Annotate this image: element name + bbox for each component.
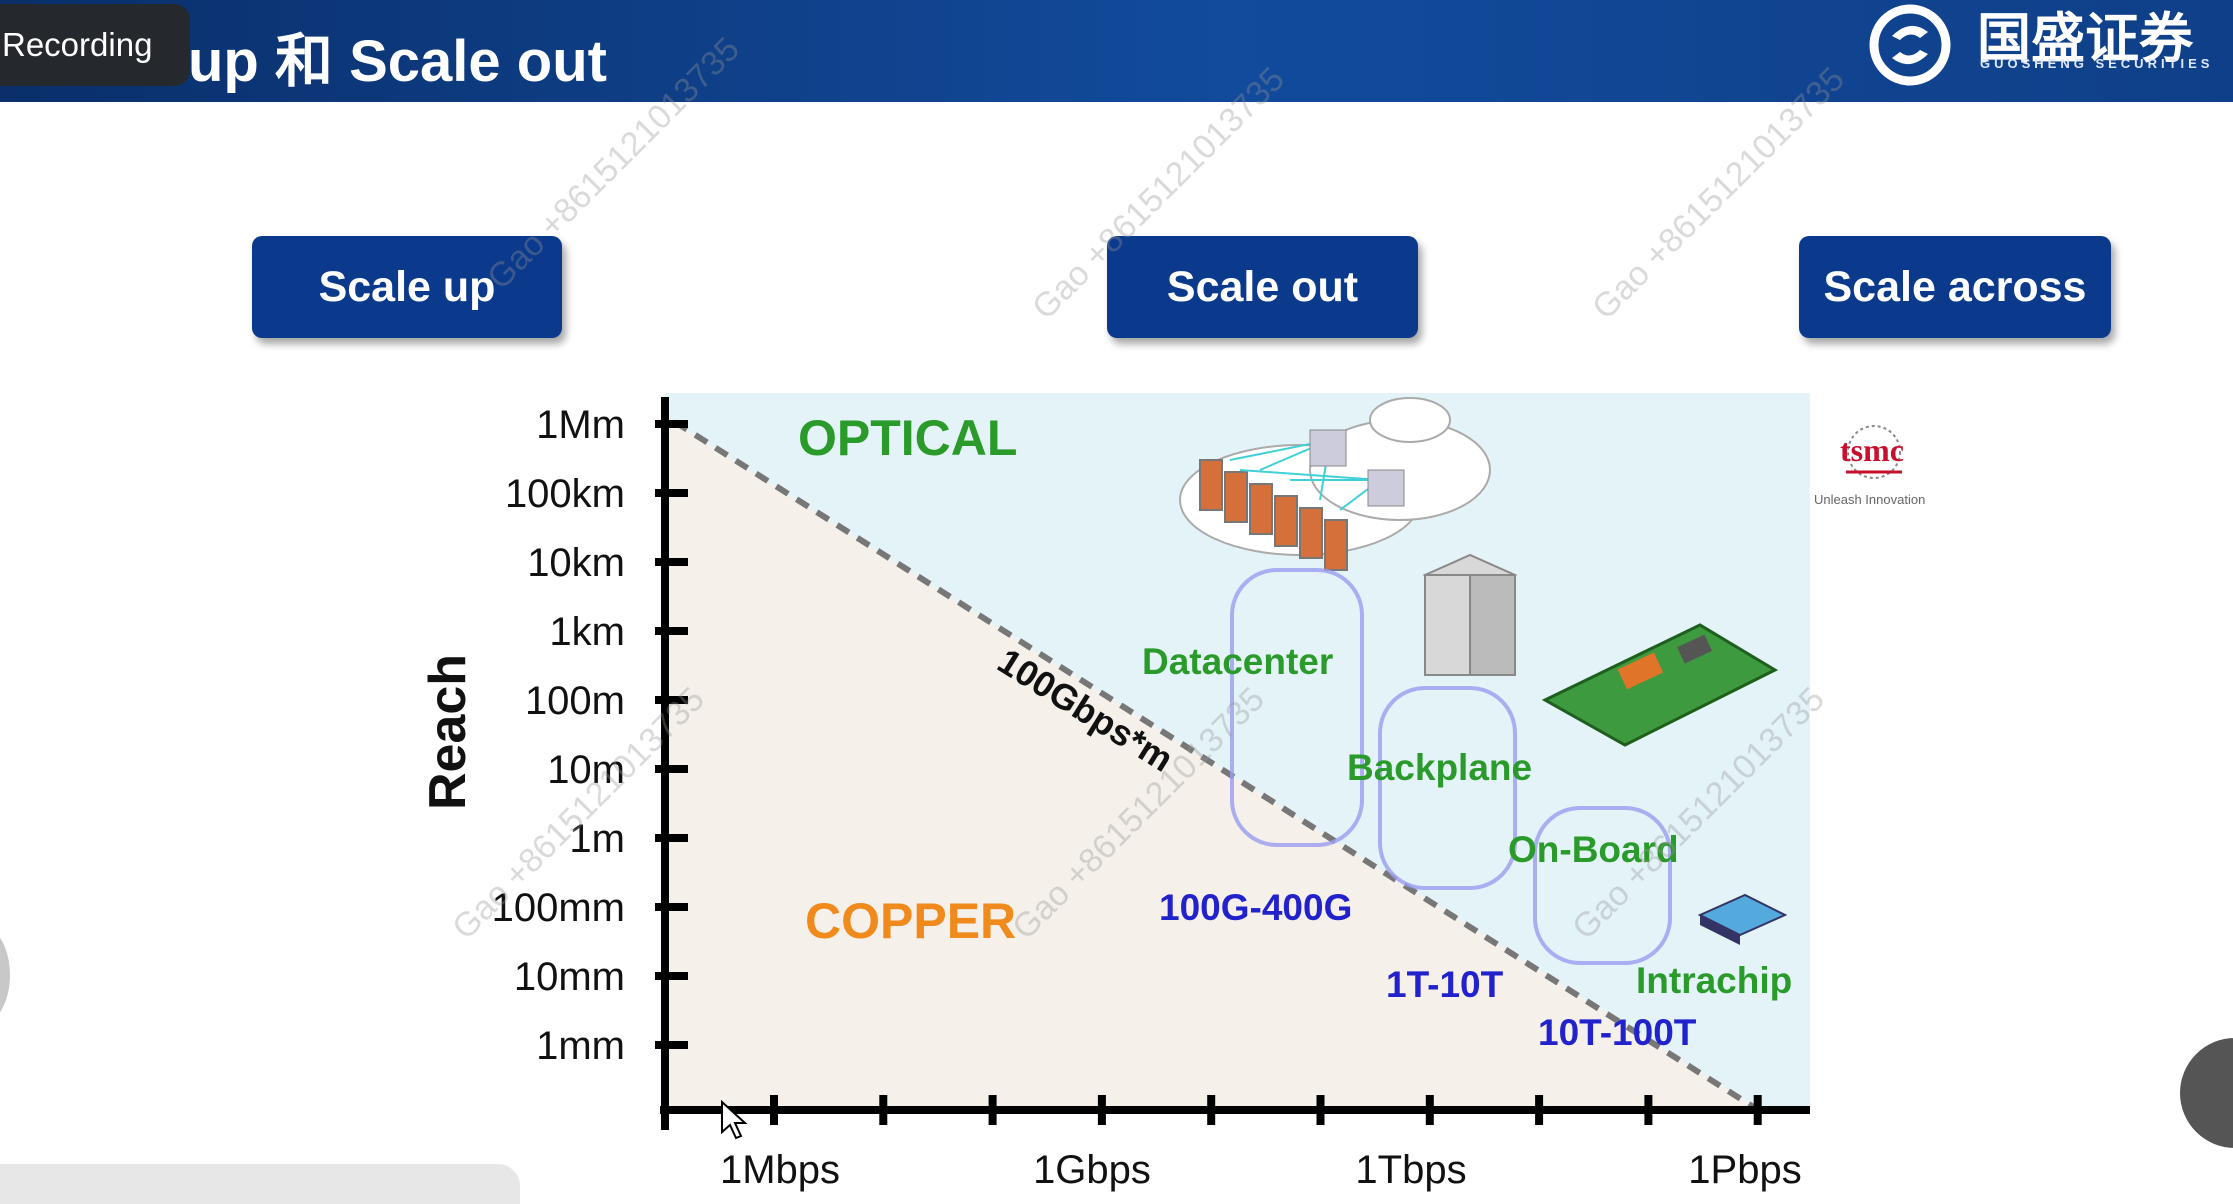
server-rack-illustration (1422, 553, 1518, 676)
tsmc-logo-text: tsmc (1840, 432, 1904, 468)
optical-region (665, 393, 1810, 1110)
scale-out-button[interactable]: Scale out (1107, 236, 1418, 338)
guosheng-logo-icon (1869, 4, 1951, 86)
y-tick-label: 10m (547, 748, 625, 792)
y-tick-label: 1mm (536, 1024, 625, 1068)
x-tick-label: 1Gbps (1033, 1148, 1151, 1192)
y-tick-label: 1km (549, 610, 625, 654)
onboard-region (1533, 806, 1672, 965)
datacenter-region (1230, 568, 1364, 847)
datacenter-label: Datacenter (1142, 641, 1333, 682)
x-tick-label: 1Tbps (1355, 1148, 1466, 1192)
circuit-board-illustration (1541, 623, 1779, 747)
datacenter-cloud-illustration (1179, 397, 1491, 571)
tsmc-logo-icon (1846, 425, 1902, 479)
y-tick-label: 100mm (492, 886, 625, 930)
bandwidth-label-2: 1T-10T (1386, 964, 1504, 1005)
backplane-label: Backplane (1347, 747, 1532, 788)
y-tick-label: 1m (569, 817, 625, 861)
bandwidth-label-1: 100G-400G (1159, 887, 1352, 928)
intrachip-label: Intrachip (1636, 960, 1792, 1001)
backplane-region (1378, 686, 1517, 890)
side-panel-handle-left[interactable] (0, 925, 10, 1025)
scale-across-button[interactable]: Scale across (1799, 236, 2111, 338)
x-tick-label: 1Pbps (1688, 1148, 1801, 1192)
logo-chinese-text: 国盛证券 (1977, 7, 2193, 70)
bandwidth-label-3: 10T-100T (1538, 1012, 1697, 1053)
x-tick-label: 1Mbps (720, 1148, 840, 1192)
scale-up-button[interactable]: Scale up (252, 236, 562, 338)
slide-header: up 和 Scale out 国盛证券 GUOSHENG SECURITIES (0, 0, 2233, 102)
y-tick-label: 10km (527, 541, 625, 585)
y-tick-label: 1Mm (536, 403, 625, 447)
y-tick-label: 100m (525, 679, 625, 723)
onboard-label: On-Board (1508, 829, 1679, 870)
logo-english-text: GUOSHENG SECURITIES (1980, 56, 2214, 71)
y-tick-label: 10mm (514, 955, 625, 999)
optical-label: OPTICAL (798, 410, 1017, 466)
y-axis-title: Reach (419, 654, 477, 810)
chip-illustration (1697, 893, 1788, 945)
y-tick-label: 100km (505, 472, 625, 516)
copper-label: COPPER (805, 893, 1016, 949)
tsmc-logo (1812, 414, 1937, 514)
bottom-toolbar[interactable] (0, 1164, 520, 1204)
boundary-line (673, 419, 1757, 1111)
recording-indicator[interactable]: Recording (0, 4, 190, 86)
slide-title: up 和 Scale out (188, 29, 607, 94)
mouse-cursor-icon (721, 1100, 748, 1140)
tsmc-tagline: Unleash Innovation (1814, 492, 1926, 507)
